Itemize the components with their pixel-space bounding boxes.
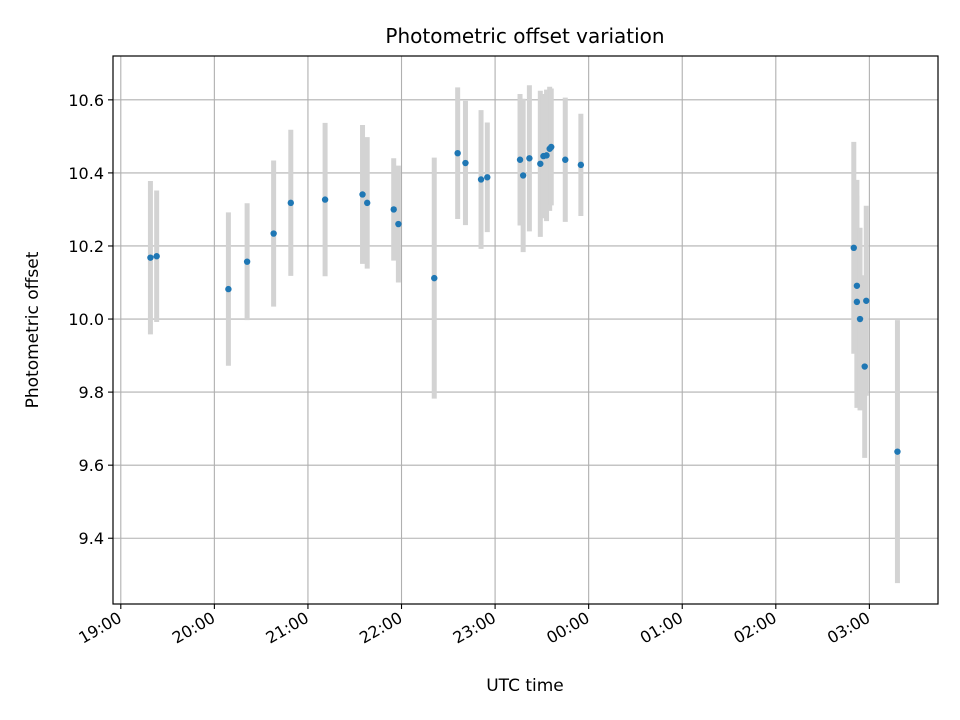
y-tick-label: 10.0 xyxy=(68,310,104,329)
y-axis-ticks: 9.4 9.6 9.8 10.0 10.2 10.4 10.6 xyxy=(68,91,113,548)
data-point xyxy=(526,155,533,162)
data-point xyxy=(225,285,232,293)
data-point xyxy=(562,156,569,163)
chart-title: Photometric offset variation xyxy=(385,24,664,48)
data-point xyxy=(359,191,366,198)
y-tick-label: 9.6 xyxy=(79,456,104,475)
data-point xyxy=(390,206,397,213)
data-point xyxy=(863,297,870,304)
data-point xyxy=(454,149,461,157)
data-point xyxy=(287,199,294,207)
data-point xyxy=(861,363,868,370)
data-point xyxy=(243,258,251,265)
data-point xyxy=(548,143,555,151)
data-point xyxy=(537,160,544,167)
data-point xyxy=(856,315,864,323)
y-tick-label: 10.2 xyxy=(68,237,104,256)
plot-frame xyxy=(112,55,939,605)
y-tick-label: 10.4 xyxy=(68,164,104,183)
data-point xyxy=(431,274,438,282)
data-point xyxy=(894,448,901,455)
data-point xyxy=(395,220,402,228)
data-point xyxy=(853,298,861,306)
data-points xyxy=(147,143,901,455)
data-point xyxy=(270,230,277,237)
y-axis-title: Photometric offset xyxy=(23,251,43,408)
y-tick-label: 9.4 xyxy=(79,529,104,548)
data-point xyxy=(516,156,524,163)
data-point xyxy=(577,161,585,169)
data-point xyxy=(484,174,491,181)
data-point xyxy=(364,199,371,207)
data-point xyxy=(462,159,469,167)
data-point xyxy=(850,244,857,251)
data-point xyxy=(853,282,861,289)
x-axis-title: UTC time xyxy=(486,676,564,696)
y-tick-label: 9.8 xyxy=(79,383,104,402)
data-point xyxy=(543,152,550,159)
data-point xyxy=(519,172,527,179)
data-point xyxy=(153,253,160,260)
y-tick-label: 10.6 xyxy=(68,91,104,110)
data-point xyxy=(321,196,329,203)
data-point xyxy=(477,176,485,183)
data-point xyxy=(147,254,154,261)
